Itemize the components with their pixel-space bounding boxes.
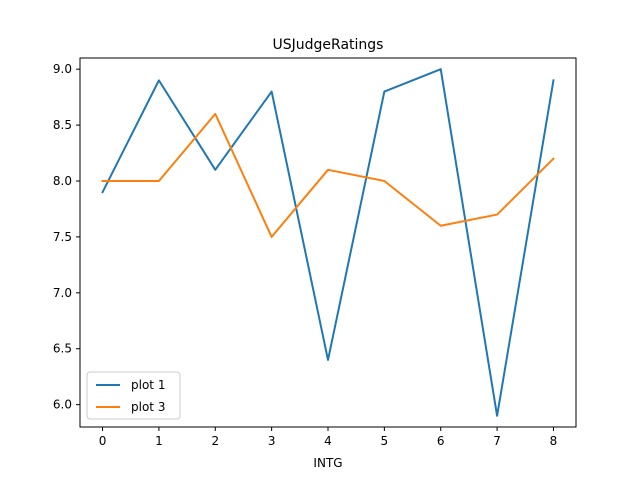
series-line-2 — [101, 112, 555, 238]
y-tick-label: 6.5 — [53, 342, 72, 356]
y-tick-label: 8.5 — [53, 118, 72, 132]
x-axis-label: INTG — [313, 456, 342, 470]
y-tick-label: 7.0 — [53, 286, 72, 300]
legend-label-1: plot 1 — [131, 378, 165, 392]
chart-title: USJudgeRatings — [273, 37, 384, 53]
x-tick-label: 0 — [99, 434, 107, 448]
y-tick-label: 7.5 — [53, 230, 72, 244]
x-tick-label: 5 — [381, 434, 389, 448]
x-tick-label: 1 — [155, 434, 163, 448]
x-tick-label: 3 — [268, 434, 276, 448]
legend-label-2: plot 3 — [131, 400, 165, 414]
y-tick-label: 8.0 — [53, 174, 72, 188]
x-tick-label: 8 — [550, 434, 558, 448]
y-tick-label: 6.0 — [53, 398, 72, 412]
x-tick-label: 4 — [324, 434, 332, 448]
plot-area: 0 1 2 3 4 5 6 7 8 6.0 6.5 7.0 7.5 8.0 8.5 9.0 — [53, 57, 577, 448]
series-line-1 — [101, 68, 555, 417]
x-tick-label: 2 — [211, 434, 219, 448]
legend: plot 1 plot 3 — [86, 371, 181, 420]
x-tick-label: 6 — [437, 434, 445, 448]
y-tick-label: 9.0 — [53, 62, 72, 76]
x-tick-label: 7 — [493, 434, 501, 448]
